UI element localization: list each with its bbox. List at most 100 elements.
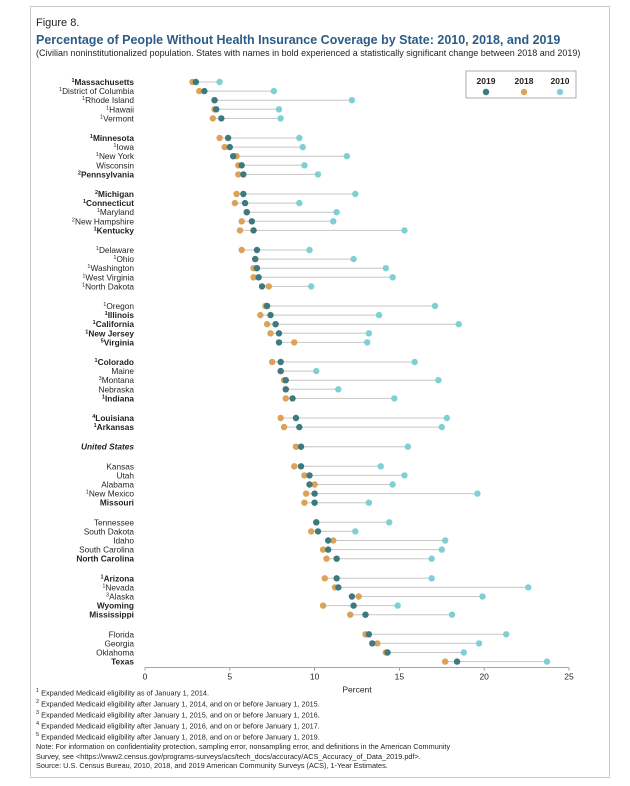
marker-2019 [255, 274, 262, 281]
row-west-virginia: 1West Virginia [82, 272, 396, 282]
row-label-south-dakota: South Dakota [84, 526, 135, 536]
row-illinois: 1Illinois [105, 310, 383, 320]
row-label-text: Maryland [100, 207, 135, 217]
chart-title: Percentage of People Without Health Insu… [36, 33, 561, 47]
row-united-states: United States [81, 442, 412, 452]
row-label-west-virginia: 1West Virginia [82, 272, 134, 282]
row-label-nevada: 1Nevada [102, 582, 134, 592]
row-new-mexico: 1New Mexico [86, 489, 481, 499]
row-label-hawaii: 1Hawaii [106, 104, 134, 114]
row-label-text: New York [99, 151, 135, 161]
marker-2018 [301, 472, 308, 479]
row-mississippi: Mississippi [89, 610, 456, 620]
row-label-iowa: 1Iowa [113, 142, 134, 152]
marker-2010 [350, 255, 357, 263]
marker-2018 [265, 283, 273, 290]
row-label-sup: 1 [87, 264, 90, 270]
marker-2018 [291, 339, 298, 346]
row-california: 1California [93, 319, 462, 329]
marker-2010 [448, 611, 456, 618]
marker-2010 [525, 584, 532, 591]
row-label-text: New Hampshire [75, 216, 134, 226]
marker-2019 [267, 311, 274, 319]
row-label-text: Vermont [103, 113, 135, 123]
row-label-text: Massachusetts [75, 77, 135, 87]
marker-2019 [240, 171, 247, 178]
marker-2010 [428, 575, 435, 582]
row-label-text: Alaska [109, 592, 134, 602]
marker-2019 [297, 443, 305, 450]
legend-marker-2010 [556, 88, 564, 96]
row-label-idaho: Idaho [113, 536, 134, 546]
row-label-text: Colorado [98, 357, 134, 367]
row-label-text: Minnesota [93, 133, 134, 143]
row-label-rhode-island: 1Rhode Island [82, 95, 134, 105]
row-tennessee: Tennessee [94, 517, 393, 527]
marker-2019 [258, 283, 266, 290]
marker-2019 [365, 631, 373, 638]
row-label-washington: 1Washington [87, 263, 134, 273]
row-label-text: Illinois [108, 310, 135, 320]
row-label-text: Virginia [104, 337, 135, 347]
x-axis: 0 5 10 15 20 25 Percent [143, 667, 574, 695]
marker-2010 [438, 546, 445, 553]
row-label-south-carolina: South Carolina [79, 545, 134, 555]
marker-2010 [308, 283, 315, 290]
marker-2010 [394, 602, 401, 609]
marker-2018 [277, 414, 284, 422]
figure-label: Figure 8. [36, 17, 80, 29]
row-arkansas: 1Arkansas [94, 422, 445, 432]
row-label-louisiana: 4Louisiana [92, 413, 134, 423]
row-label-sup: 1 [85, 329, 88, 335]
marker-2018 [257, 311, 264, 319]
row-label-united-states: United States [81, 442, 134, 452]
row-label-text: Hawaii [109, 104, 134, 114]
x-tick-label: 20 [479, 672, 489, 682]
row-label-sup: 1 [59, 87, 62, 93]
row-vermont: 1Vermont [100, 113, 284, 123]
row-label-sup: 1 [102, 394, 105, 400]
marker-2019 [253, 265, 261, 272]
marker-2010 [460, 649, 468, 656]
x-axis-title: Percent [342, 685, 372, 695]
marker-2018 [250, 274, 257, 281]
row-label-sup: 1 [86, 490, 89, 496]
row-idaho: Idaho [113, 536, 449, 546]
row-label-sup: 1 [100, 114, 103, 120]
marker-2018 [347, 611, 354, 618]
row-label-text: Indiana [105, 393, 134, 403]
row-label-new-york: 1New York [96, 151, 135, 161]
marker-2010 [377, 463, 384, 470]
marker-2010 [314, 171, 322, 178]
row-label-kansas: Kansas [106, 461, 134, 471]
row-label-sup: 1 [95, 358, 98, 364]
row-oregon: 1Oregon [103, 301, 439, 311]
row-label-sup: 1 [94, 226, 97, 232]
row-label-texas: Texas [111, 657, 134, 667]
marker-2010 [343, 153, 351, 160]
marker-2010 [363, 339, 371, 346]
marker-2019 [250, 227, 257, 234]
marker-2018 [216, 134, 223, 142]
marker-2018 [292, 443, 300, 450]
marker-2010 [335, 386, 342, 393]
row-virginia: 5Virginia [101, 337, 371, 347]
row-label-new-mexico: 1New Mexico [86, 489, 135, 499]
marker-2010 [428, 555, 435, 562]
row-new-jersey: 1New Jersey [85, 328, 373, 338]
row-label-oregon: 1Oregon [103, 301, 134, 311]
row-louisiana: 4Louisiana [92, 413, 451, 423]
row-label-sup: 1 [71, 78, 74, 84]
row-kansas: Kansas [106, 461, 384, 471]
legend: 2019 2018 2010 [465, 70, 577, 99]
marker-2019 [282, 377, 289, 384]
marker-2019 [241, 199, 249, 207]
row-label-kentucky: 1Kentucky [94, 225, 135, 235]
row-label-florida: Florida [109, 629, 135, 639]
marker-2019 [362, 611, 369, 618]
row-wyoming: Wyoming [97, 601, 401, 611]
row-label-california: 1California [93, 319, 135, 329]
marker-2019 [292, 414, 300, 422]
marker-2018 [302, 490, 310, 497]
